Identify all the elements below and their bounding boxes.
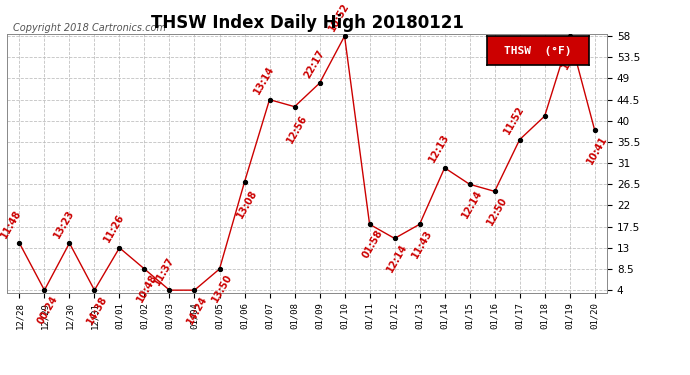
Point (464, 181, 475, 187)
Point (14, 240, 25, 246)
Point (539, 113, 550, 119)
Point (114, 245, 125, 251)
Point (589, 127, 600, 133)
Point (364, 221, 375, 227)
Point (439, 165, 450, 171)
Point (289, 104, 300, 110)
Point (139, 266, 150, 272)
Point (339, 33, 350, 39)
Point (89, 287, 100, 293)
Text: 13:23: 13:23 (52, 208, 76, 240)
Text: 13:08: 13:08 (235, 188, 259, 220)
Text: 11:48: 11:48 (0, 208, 23, 240)
Point (189, 287, 200, 293)
Text: 10:52: 10:52 (327, 1, 351, 33)
Text: 11:43: 11:43 (411, 228, 435, 260)
Point (164, 287, 175, 293)
Text: 10:48: 10:48 (135, 273, 159, 304)
Point (414, 221, 425, 227)
Point (564, 33, 575, 39)
Text: 14:24: 14:24 (185, 294, 209, 326)
Text: 13:50: 13:50 (210, 273, 235, 304)
Text: 12:13: 12:13 (427, 132, 451, 164)
Text: 12:53: 12:53 (560, 40, 584, 72)
Text: 13:14: 13:14 (252, 64, 276, 96)
Text: 01:58: 01:58 (360, 228, 384, 260)
Point (264, 97, 275, 103)
Text: 11:52: 11:52 (502, 104, 526, 136)
Text: 12:14: 12:14 (460, 188, 484, 220)
Text: 14:38: 14:38 (85, 294, 109, 326)
Point (239, 179, 250, 185)
Point (64, 240, 75, 246)
Text: 22:17: 22:17 (302, 48, 326, 80)
Title: THSW Index Daily High 20180121: THSW Index Daily High 20180121 (150, 14, 464, 32)
Point (489, 188, 500, 194)
Point (389, 236, 400, 242)
Point (214, 266, 225, 272)
Text: 00:24: 00:24 (35, 294, 59, 326)
Point (314, 80, 325, 86)
Text: 12:56: 12:56 (285, 113, 309, 145)
Text: 11:26: 11:26 (102, 213, 126, 244)
Point (514, 136, 525, 142)
Text: 12:50: 12:50 (485, 195, 509, 227)
Text: 12:14: 12:14 (385, 242, 409, 274)
Point (39, 287, 50, 293)
Text: 11:37: 11:37 (152, 255, 176, 286)
Text: 10:41: 10:41 (585, 134, 609, 165)
Text: Copyright 2018 Cartronics.com: Copyright 2018 Cartronics.com (13, 23, 166, 33)
